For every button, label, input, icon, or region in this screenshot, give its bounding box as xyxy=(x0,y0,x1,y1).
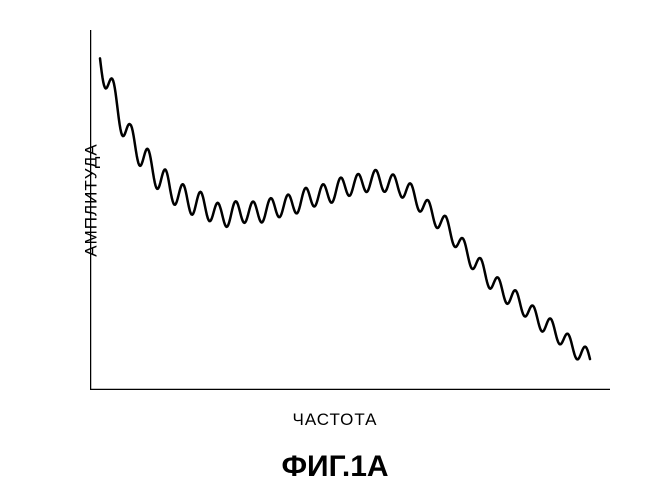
spectrum-curve xyxy=(100,58,590,359)
chart-plot-area xyxy=(90,30,610,390)
figure-container: АМПЛИТУДА ЧАСТОТА ФИГ.1А xyxy=(0,0,670,500)
axes xyxy=(90,30,610,390)
figure-caption: ФИГ.1А xyxy=(281,450,388,484)
chart-svg xyxy=(90,30,610,390)
x-axis-label: ЧАСТОТА xyxy=(292,410,377,430)
